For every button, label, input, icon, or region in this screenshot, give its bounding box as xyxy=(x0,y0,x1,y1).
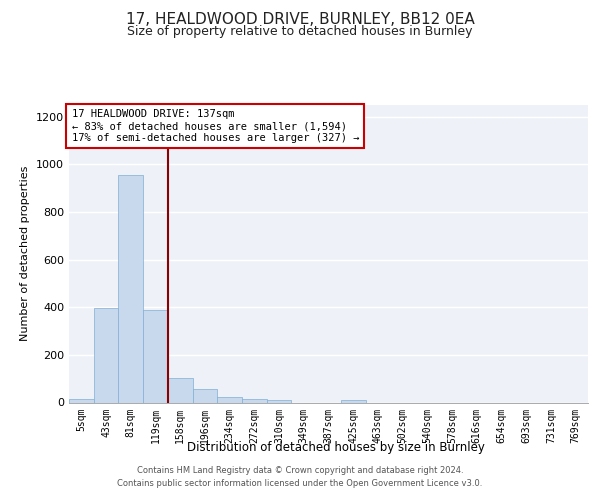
Text: 17, HEALDWOOD DRIVE, BURNLEY, BB12 0EA: 17, HEALDWOOD DRIVE, BURNLEY, BB12 0EA xyxy=(125,12,475,28)
Text: Contains HM Land Registry data © Crown copyright and database right 2024.
Contai: Contains HM Land Registry data © Crown c… xyxy=(118,466,482,487)
Y-axis label: Number of detached properties: Number of detached properties xyxy=(20,166,31,342)
Bar xyxy=(217,396,242,402)
Text: Distribution of detached houses by size in Burnley: Distribution of detached houses by size … xyxy=(187,441,485,454)
Bar xyxy=(193,390,217,402)
Bar xyxy=(168,378,193,402)
Text: 17 HEALDWOOD DRIVE: 137sqm
← 83% of detached houses are smaller (1,594)
17% of s: 17 HEALDWOOD DRIVE: 137sqm ← 83% of deta… xyxy=(71,110,359,142)
Bar xyxy=(341,400,365,402)
Bar xyxy=(143,310,168,402)
Bar xyxy=(94,308,118,402)
Bar xyxy=(118,175,143,402)
Bar xyxy=(69,399,94,402)
Bar xyxy=(267,400,292,402)
Bar xyxy=(242,399,267,402)
Text: Size of property relative to detached houses in Burnley: Size of property relative to detached ho… xyxy=(127,25,473,38)
